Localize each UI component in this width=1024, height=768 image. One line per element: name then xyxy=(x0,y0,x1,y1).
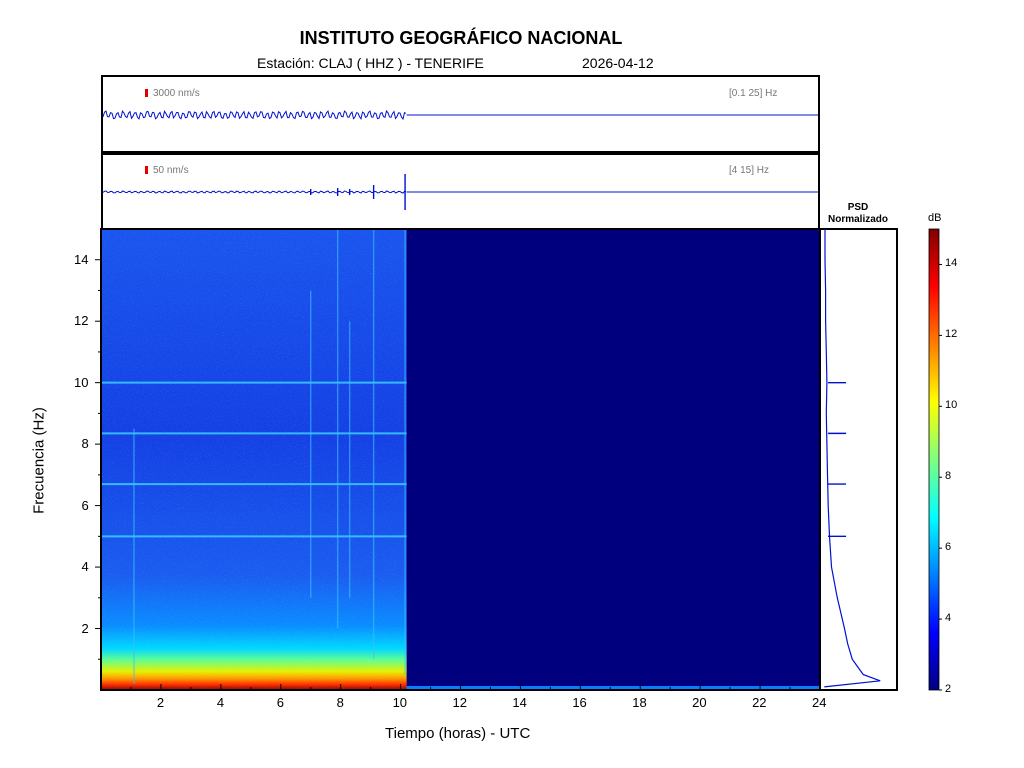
colorbar xyxy=(928,228,940,691)
colorbar-tick-label-10: 10 xyxy=(945,399,958,412)
psd-title-line2: Normalizado xyxy=(827,214,888,225)
y-tick-label-8: 8 xyxy=(81,436,89,452)
trace-scale-1: 3000 nm/s xyxy=(153,88,200,99)
x-tick-label-8: 8 xyxy=(336,695,344,710)
x-tick-label-24: 24 xyxy=(812,695,827,710)
y-tick-label-14: 14 xyxy=(74,251,89,267)
colorbar-tick-label-14: 14 xyxy=(945,257,958,270)
y-tick-label-6: 6 xyxy=(81,497,89,513)
colorbar-tick-label-2: 2 xyxy=(945,683,952,695)
seismic-trace-1 xyxy=(102,109,407,121)
y-tick-label-4: 4 xyxy=(81,559,89,575)
trace-band-1: [0.1 25] Hz xyxy=(729,88,778,99)
x-tick-label-4: 4 xyxy=(216,695,225,710)
x-tick-label-12: 12 xyxy=(452,695,467,710)
y-tick-label-12: 12 xyxy=(74,313,89,329)
station-label: Estación: CLAJ ( HHZ ) - TENERIFE xyxy=(257,55,484,71)
y-axis-title: Frecuencia (Hz) xyxy=(30,407,48,514)
scale-bar-1 xyxy=(145,89,148,97)
trace-band-2: [4 15] Hz xyxy=(729,165,770,176)
colorbar-tick-label-8: 8 xyxy=(945,470,952,483)
y-tick-label-10: 10 xyxy=(74,374,89,390)
date-label: 2026-04-12 xyxy=(582,55,654,71)
trace-scale-2: 50 nm/s xyxy=(153,165,189,176)
spectrogram-empty-region xyxy=(406,229,820,690)
x-tick-label-16: 16 xyxy=(572,695,587,710)
psd-title: PSD Normalizado xyxy=(818,202,898,226)
x-tick-label-14: 14 xyxy=(512,695,527,710)
colorbar-tick-label-12: 12 xyxy=(945,328,958,341)
x-axis-title: Tiempo (horas) - UTC xyxy=(385,725,531,742)
spectrogram-noise-texture xyxy=(101,229,407,690)
seismic-trace-2 xyxy=(102,190,407,194)
spectrogram-empty-baseline xyxy=(406,686,820,689)
x-tick-label-20: 20 xyxy=(692,695,707,710)
x-tick-label-22: 22 xyxy=(752,695,767,710)
colorbar-tick-label-6: 6 xyxy=(945,541,952,554)
psd-curve xyxy=(824,229,881,688)
colorbar-tick-label-4: 4 xyxy=(945,612,952,625)
scale-bar-2 xyxy=(145,166,148,174)
psd-panel-frame xyxy=(819,228,898,691)
y-tick-label-2: 2 xyxy=(81,620,89,636)
colorbar-unit: dB xyxy=(928,212,942,224)
psd-title-line1: PSD xyxy=(847,202,869,213)
x-tick-label-18: 18 xyxy=(632,695,647,710)
chart-title: INSTITUTO GEOGRÁFICO NACIONAL xyxy=(299,28,623,48)
x-tick-label-10: 10 xyxy=(392,695,408,710)
x-tick-label-2: 2 xyxy=(156,695,165,710)
x-tick-label-6: 6 xyxy=(276,695,284,710)
